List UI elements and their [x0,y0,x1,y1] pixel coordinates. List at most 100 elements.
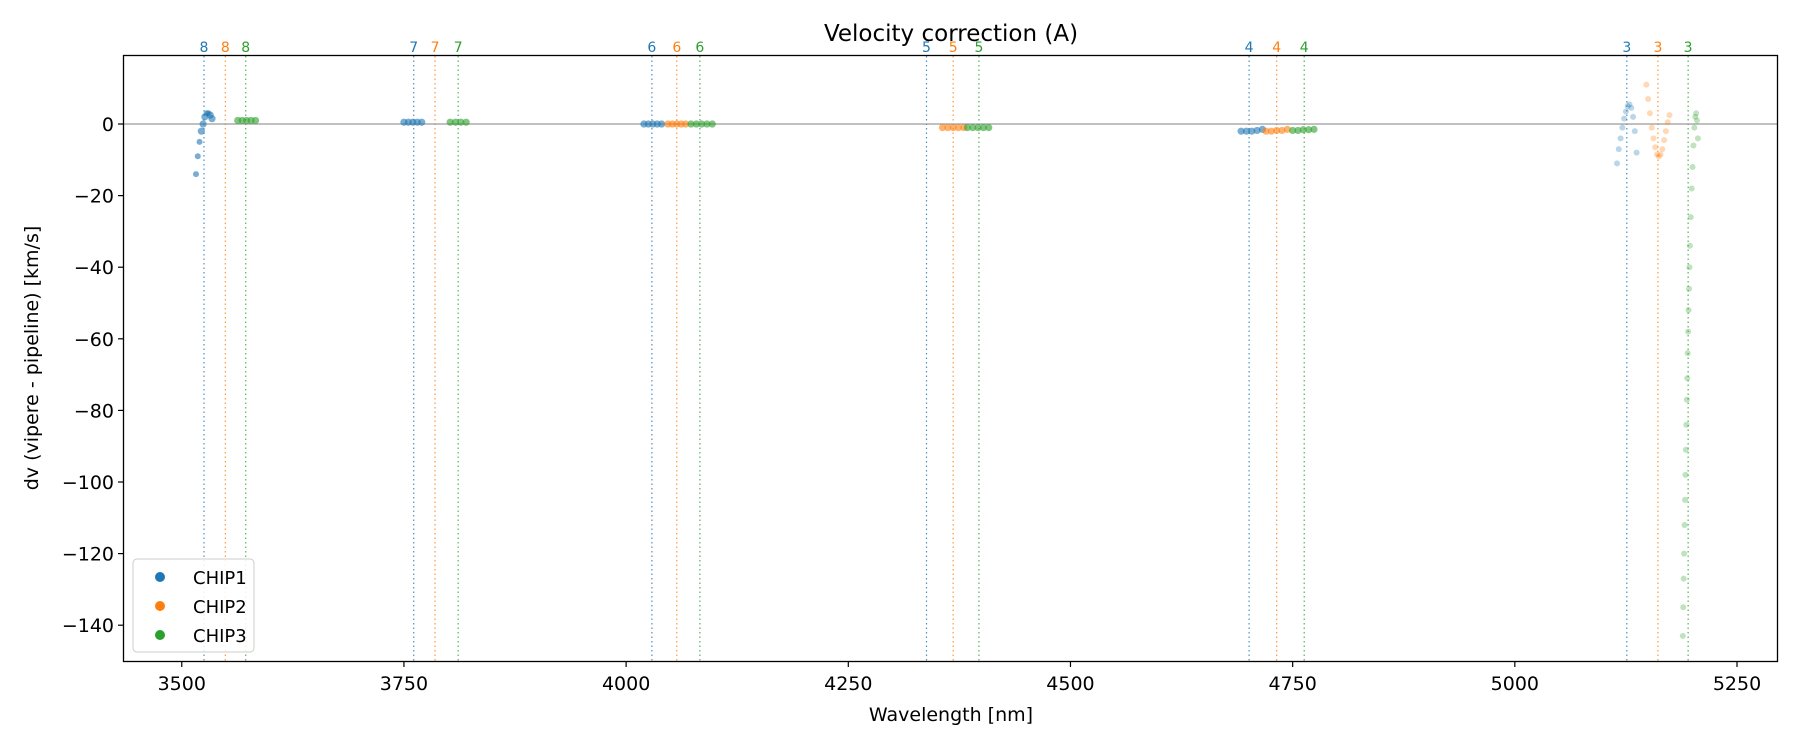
legend-box [132,558,255,653]
data-point [1617,135,1624,142]
data-point [1648,124,1655,131]
data-point [698,120,706,128]
data-point [692,120,700,128]
x-tick-label: 5000 [1491,673,1539,695]
order-label: 8 [221,40,230,56]
y-tick-label: −20 [74,186,114,208]
data-point [1680,575,1687,582]
order-label: 8 [241,40,250,56]
data-point [1645,95,1652,102]
data-point [462,118,470,126]
y-tick-label: −120 [62,544,114,566]
x-tick-label: 4250 [824,673,872,695]
data-point [1646,110,1653,117]
data-point [1273,126,1281,135]
data-point [192,171,199,178]
data-point [196,138,203,145]
y-axis-label: dv (vipere - pipeline) [km/s] [21,226,43,491]
data-point [1662,128,1669,135]
data-point [938,123,947,132]
plot-frame [122,54,1779,663]
data-point [1684,350,1691,357]
data-point [1686,264,1693,271]
data-point [1614,160,1621,167]
order-label: 4 [1245,40,1254,56]
y-tick-label: −140 [62,615,114,637]
order-label: 5 [974,40,983,56]
data-point [1624,103,1631,110]
data-point [1666,112,1673,119]
legend-label-chip2: CHIP2 [193,597,247,618]
y-tick-label: −60 [74,329,114,351]
order-label: 6 [672,40,681,56]
data-point [1685,328,1692,335]
x-axis-label: Wavelength [nm] [869,704,1033,726]
legend-marker-chip1 [155,572,165,582]
order-label: 3 [1653,40,1662,56]
data-point [1242,127,1251,135]
data-point [1626,101,1633,108]
data-point [1685,307,1692,314]
data-point [1682,471,1689,478]
data-point [1682,446,1689,453]
data-point [1267,127,1275,135]
data-point [1664,119,1671,126]
data-point [1633,149,1640,156]
order-label: 5 [949,40,958,56]
x-tick-label: 4000 [602,673,650,695]
data-point [1237,127,1245,135]
y-axis-ticks: 0 −20 −40 −60 −80 −100 −120 −140 [62,114,124,637]
x-tick-label: 5250 [1713,673,1761,695]
data-point [1683,396,1690,403]
legend-label-chip1: CHIP1 [193,568,247,589]
chart-title: Velocity correction (A) [824,21,1078,47]
legend-marker-chip3 [155,630,165,640]
data-points [192,81,1701,639]
data-point [194,153,201,160]
order-label: 4 [1300,40,1309,56]
data-point [1682,496,1689,503]
data-point [1683,421,1690,428]
data-point [1694,117,1701,124]
data-point [979,123,987,132]
x-tick-label: 4750 [1268,673,1316,695]
data-point [658,120,666,128]
data-point [1693,110,1700,117]
data-point [251,116,260,125]
data-point [1687,214,1694,221]
data-point [1283,125,1291,133]
data-point [197,127,205,135]
order-label: 4 [1272,40,1281,56]
data-point [1630,113,1637,120]
data-point [963,123,971,132]
data-point [1262,127,1270,135]
data-point [1679,632,1686,639]
order-label: 6 [695,40,704,56]
y-tick-label: −100 [62,472,114,494]
data-point [1680,604,1687,611]
data-point [969,123,977,132]
data-point [1619,124,1626,131]
data-point [1305,126,1313,134]
data-point [703,120,711,128]
data-point [1657,151,1664,158]
order-label: 3 [1622,40,1631,56]
data-point [682,120,690,128]
legend-label-chip3: CHIP3 [193,626,247,647]
order-label: 7 [409,40,418,56]
x-tick-label: 4500 [1046,673,1094,695]
legend: CHIP1 CHIP2 CHIP3 [132,558,255,653]
data-point [208,115,216,123]
data-point [1615,146,1622,153]
order-label: 7 [431,40,440,56]
data-point [1690,142,1697,149]
legend-marker-chip2 [155,601,165,611]
order-label: 3 [1684,40,1693,56]
data-point [1688,185,1695,192]
data-point [1652,144,1659,151]
data-point [1686,242,1693,249]
x-tick-label: 3750 [380,673,428,695]
data-point [1661,137,1668,144]
